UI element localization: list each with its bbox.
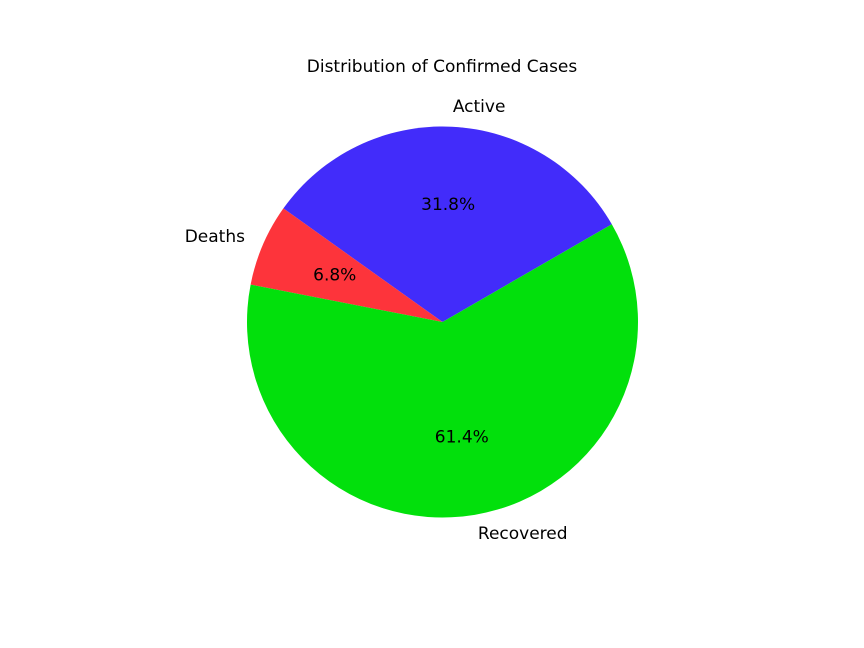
slice-label-deaths: Deaths — [185, 227, 245, 247]
slice-percent-deaths: 6.8% — [313, 266, 356, 286]
pie-slice-recovered — [247, 224, 639, 518]
slice-percent-active: 31.8% — [421, 195, 475, 215]
pie-slices — [247, 126, 639, 518]
pie-labels: Active 31.8% Deaths 6.8% Recovered 61.4% — [185, 97, 568, 544]
slice-percent-recovered: 61.4% — [435, 428, 489, 448]
slice-label-recovered: Recovered — [478, 524, 568, 544]
chart-title: Distribution of Confirmed Cases — [307, 57, 578, 77]
slice-label-active: Active — [453, 97, 506, 117]
pie-slice-deaths — [250, 208, 443, 322]
pie-slice-active — [283, 126, 612, 322]
